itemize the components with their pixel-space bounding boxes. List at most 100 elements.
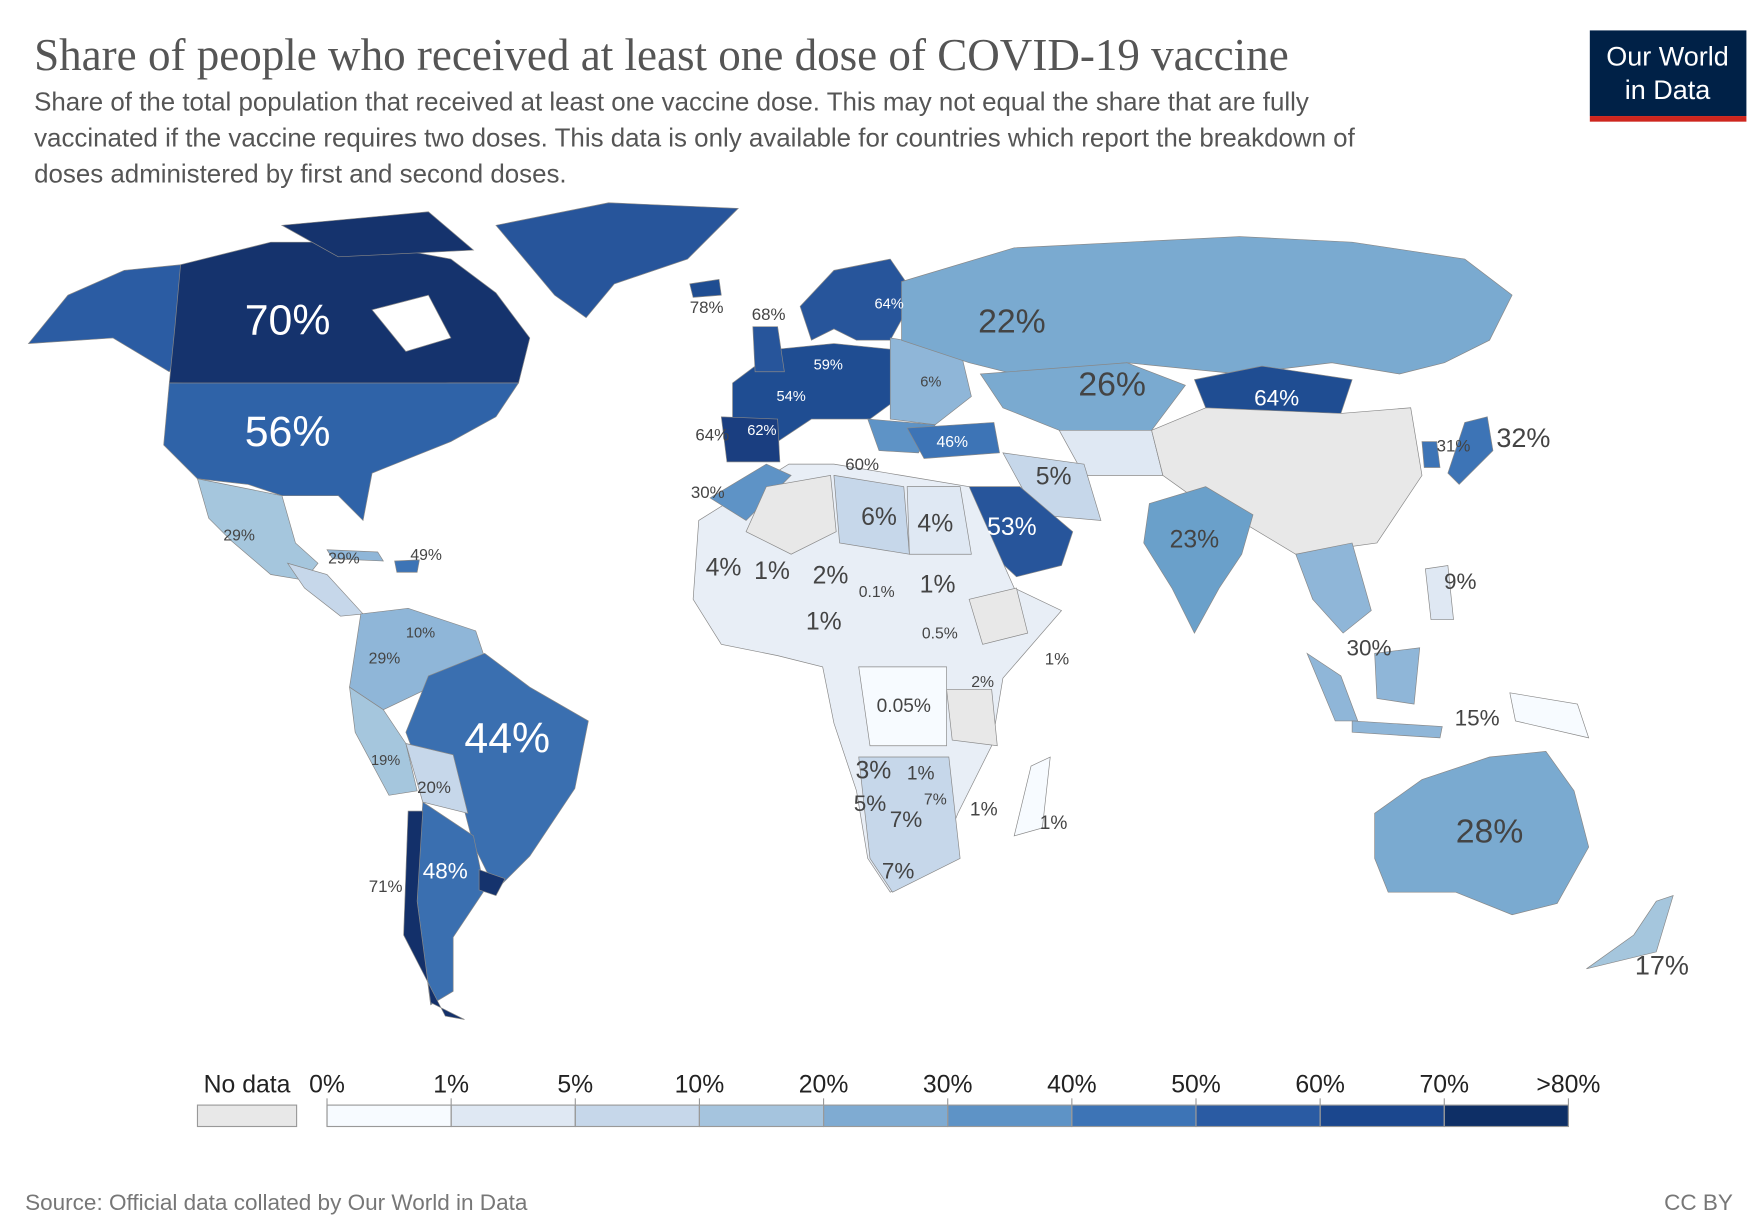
region-label: 70% — [245, 297, 331, 345]
logo-text: in Data — [1625, 75, 1712, 105]
subtitle-line: doses administered by first and second d… — [34, 160, 567, 188]
region-label: 29% — [223, 528, 255, 545]
region-label: 54% — [776, 389, 805, 405]
region-label: 1% — [970, 800, 998, 821]
hudson-bay — [371, 294, 452, 352]
alaska — [27, 264, 187, 373]
chile — [403, 810, 465, 1020]
region-label: 6% — [920, 374, 941, 390]
legend-no-data-label: No data — [204, 1072, 291, 1099]
java — [1351, 720, 1443, 739]
legend-swatch — [574, 1104, 700, 1128]
new-zealand — [1586, 895, 1674, 970]
region-label: 23% — [1170, 526, 1220, 553]
greenland — [495, 202, 739, 319]
legend-swatch — [450, 1104, 576, 1128]
iberia — [720, 416, 781, 463]
region-label: 53% — [987, 514, 1037, 541]
region-label: 31% — [1437, 437, 1471, 456]
region-label: 0.5% — [922, 626, 958, 643]
region-label: 68% — [752, 305, 786, 324]
region-label: 49% — [410, 547, 442, 564]
papua — [1509, 692, 1590, 739]
region-label: 9% — [1444, 569, 1477, 594]
region-label: 56% — [245, 408, 331, 456]
region-label: 17% — [1635, 950, 1689, 980]
legend-swatch — [1319, 1104, 1445, 1128]
peru — [349, 686, 418, 796]
region-label: 44% — [464, 715, 550, 763]
source: Source: Official data collated by Our Wo… — [25, 1190, 528, 1215]
cuba — [326, 549, 384, 562]
southeast-asia — [1295, 542, 1372, 634]
hispaniola — [394, 559, 420, 573]
region-label: 26% — [1078, 365, 1146, 403]
china — [1151, 407, 1423, 555]
region-label: 29% — [328, 550, 360, 567]
legend-tick-label: 40% — [1047, 1072, 1097, 1099]
legend-tick-label: 10% — [675, 1072, 725, 1099]
region-label: 2% — [971, 674, 994, 691]
region-label: 32% — [1496, 423, 1550, 453]
region-label: 1% — [907, 764, 935, 785]
philippines — [1424, 565, 1454, 620]
region-label: 7% — [890, 807, 923, 832]
madagascar — [1013, 756, 1051, 837]
turkey — [906, 422, 1000, 459]
usa — [163, 382, 520, 522]
morocco — [709, 463, 792, 521]
region-label: 2% — [813, 563, 849, 590]
legend-swatch — [1195, 1104, 1321, 1128]
region-label: 48% — [423, 859, 468, 884]
region-label: 6% — [861, 504, 897, 531]
legend-tick-label: 30% — [923, 1072, 973, 1099]
region-label: 78% — [690, 298, 724, 317]
legend-tick-label: >80% — [1536, 1072, 1600, 1099]
legend-tick-label: 5% — [557, 1072, 593, 1099]
egypt — [906, 486, 972, 555]
logo: Our World in Data — [1589, 30, 1747, 122]
region-label: 60% — [845, 455, 879, 474]
legend-tick-label: 1% — [433, 1072, 469, 1099]
sumatra — [1306, 652, 1359, 722]
legend-tick-label: 70% — [1419, 1072, 1469, 1099]
iceland — [689, 278, 722, 298]
algeria — [745, 474, 837, 555]
southern-africa — [858, 756, 961, 893]
legend-swatch — [698, 1104, 825, 1128]
russia — [901, 236, 1513, 375]
central-america — [286, 562, 364, 617]
logo-box — [1589, 30, 1747, 117]
legend-swatch — [1071, 1104, 1197, 1128]
region-label: 0.05% — [877, 696, 931, 717]
region-label: 1% — [1045, 650, 1069, 669]
region-label: 7% — [924, 791, 947, 808]
legend-swatch — [1443, 1104, 1569, 1128]
license: CC BY — [1664, 1190, 1733, 1215]
logo-text: Our World — [1606, 41, 1729, 71]
region-label: 46% — [936, 434, 968, 451]
legend: No data 0% 1% 5% 10% 20% 30% 40% 50% 60% 70% >80% — [196, 1072, 1600, 1128]
uk — [752, 326, 785, 373]
bolivia — [405, 743, 469, 814]
region-label: 20% — [417, 778, 451, 797]
india — [1143, 486, 1254, 634]
region-label: 64% — [1254, 386, 1299, 411]
region-label: 1% — [920, 572, 956, 599]
legend-tick-label: 0% — [309, 1072, 345, 1099]
region-label: 22% — [978, 302, 1046, 340]
region-label: 1% — [806, 609, 842, 636]
region-label: 5% — [1036, 463, 1072, 490]
legend-swatch — [823, 1104, 949, 1128]
region-label: 5% — [854, 791, 887, 816]
australia — [1374, 751, 1590, 916]
region-label: 1% — [754, 558, 790, 585]
region-label: 7% — [882, 859, 915, 884]
korea — [1421, 441, 1441, 468]
arctic-islands — [280, 211, 475, 258]
legend-swatch — [326, 1104, 452, 1128]
tanzania — [946, 689, 998, 747]
region-label: 0.1% — [859, 584, 895, 601]
